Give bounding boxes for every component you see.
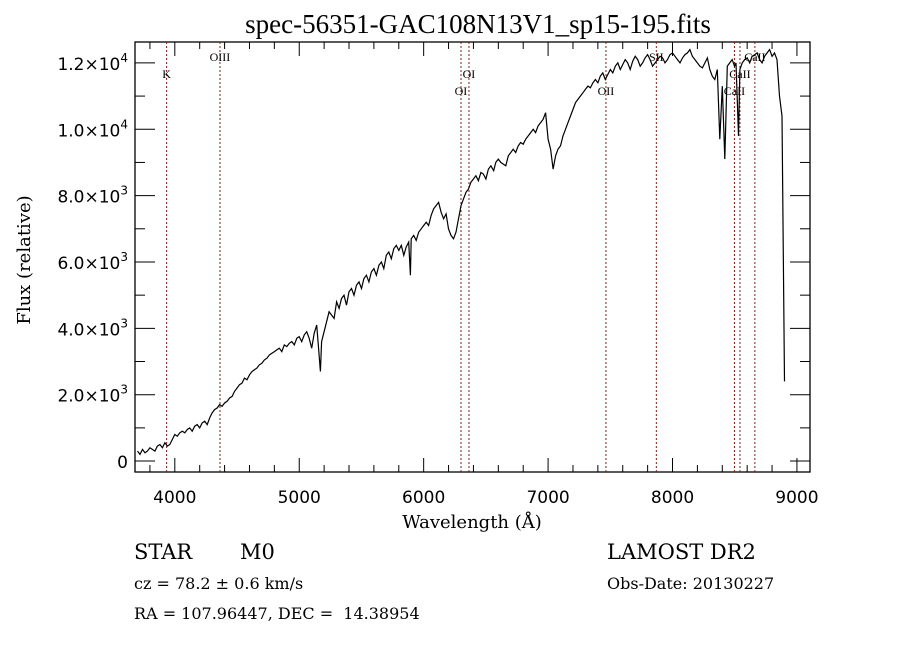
chart-title: spec-56351-GAC108N13V1_sp15-195.fits <box>245 9 711 39</box>
axis-ticks <box>135 42 810 472</box>
y-tick-label: 1.0×104 <box>57 117 128 141</box>
redshift-value: cz = 78.2 ± 0.6 km/s <box>134 574 304 593</box>
y-tick-label: 0 <box>117 453 128 473</box>
y-tick-label: 8.0×103 <box>57 184 128 208</box>
coordinates: RA = 107.96447, DEC = 14.38954 <box>134 604 420 623</box>
x-tick-label: 6000 <box>402 488 445 508</box>
x-tick-label: 9000 <box>775 488 818 508</box>
emission-line-label: OI <box>463 67 476 81</box>
plot-frame <box>134 41 811 473</box>
x-axis-label: Wavelength (Å) <box>402 511 542 533</box>
y-tick-label: 4.0×103 <box>57 316 128 340</box>
y-tick-labels: 0 2.0×103 4.0×103 6.0×103 8.0×103 1.0×104 1.2×… <box>57 51 128 473</box>
x-tick-label: 8000 <box>651 488 694 508</box>
emission-line-label: K <box>162 67 171 81</box>
y-tick-label: 1.2×104 <box>57 51 128 75</box>
survey-name: LAMOST DR2 <box>607 540 756 564</box>
emission-line-label: OIII <box>210 50 231 64</box>
x-tick-label: 4000 <box>153 488 196 508</box>
y-tick-label: 6.0×103 <box>57 250 128 274</box>
emission-line-label: OII <box>598 84 615 98</box>
object-class: STAR <box>134 540 193 564</box>
x-tick-label: 5000 <box>278 488 321 508</box>
observation-date: Obs-Date: 20130227 <box>607 574 775 593</box>
object-subclass: M0 <box>240 540 275 564</box>
emission-line-label: SII <box>649 50 664 64</box>
emission-line-label: OI <box>455 84 468 98</box>
y-tick-label: 2.0×103 <box>57 383 128 407</box>
x-tick-label: 7000 <box>526 488 569 508</box>
spectrum-line <box>137 48 786 456</box>
x-tick-labels: 4000 5000 6000 7000 8000 9000 <box>153 488 818 508</box>
y-axis-label: Flux (relative) <box>14 195 35 324</box>
